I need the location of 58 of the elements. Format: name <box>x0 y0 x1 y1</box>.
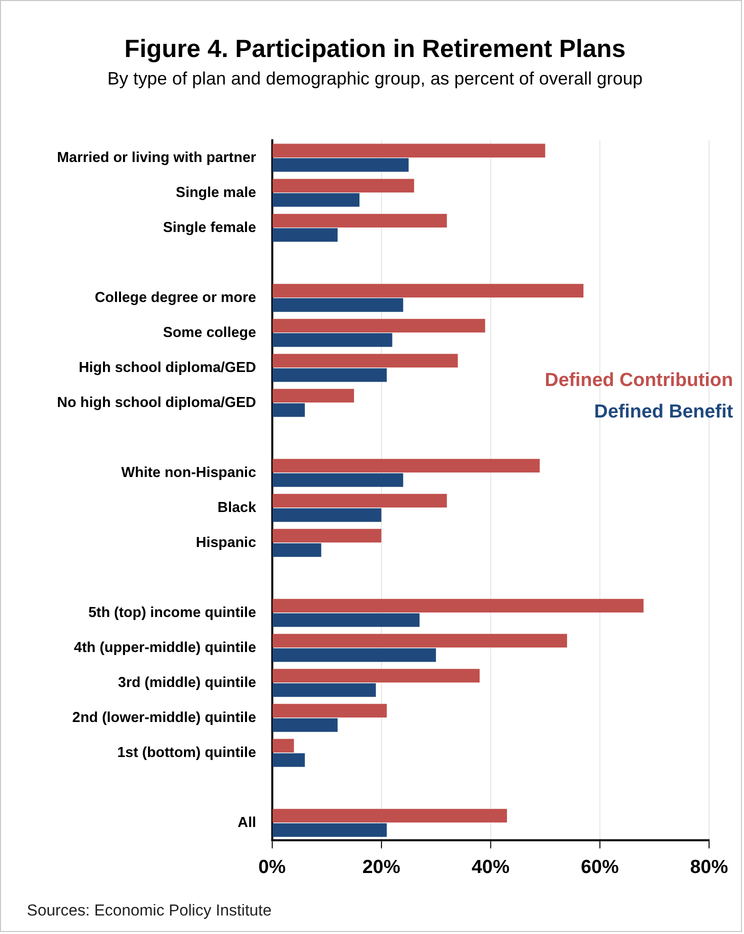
bar <box>272 144 546 158</box>
bar <box>272 704 387 718</box>
bar <box>272 494 447 508</box>
y-tick-label: Black <box>218 500 258 516</box>
text: Defined Benefit <box>594 402 734 423</box>
x-tick-label: 40% <box>472 856 510 878</box>
chart-subtitle: By type of plan and demographic group, as percent of overall group <box>107 68 643 89</box>
bar <box>272 508 382 522</box>
y-tick-label: All <box>238 814 256 831</box>
y-tick-label: 1st (bottom) quintile <box>117 744 256 761</box>
bar <box>272 368 387 382</box>
bar <box>272 648 436 662</box>
bar <box>272 333 392 347</box>
text: Defined Contribution <box>544 370 734 391</box>
bar <box>272 528 382 542</box>
bar <box>272 298 404 312</box>
bar <box>272 214 447 228</box>
bar <box>272 158 409 172</box>
bar <box>272 458 540 472</box>
bar <box>272 718 338 732</box>
bar <box>272 823 387 837</box>
bar <box>272 193 360 207</box>
y-tick-label: 2nd (lower-middle) quintile <box>72 710 256 726</box>
bar <box>272 738 294 753</box>
bar <box>272 683 376 697</box>
bar <box>272 634 568 648</box>
bar <box>272 598 644 613</box>
bar <box>272 284 584 298</box>
bar <box>272 753 305 767</box>
bar <box>272 473 404 487</box>
y-tick-label: Some college <box>162 324 256 341</box>
bar <box>272 354 458 368</box>
y-tick-label: 4th (upper-middle) quintile <box>74 640 256 656</box>
bar <box>272 613 420 627</box>
chart-title: Figure 4. Participation in Retirement Plans <box>124 34 626 63</box>
bar <box>272 388 354 402</box>
y-tick-label: Single male <box>176 184 256 201</box>
y-tick-label: 3rd (middle) quintile <box>118 674 256 691</box>
y-tick-label: No high school diploma/GED <box>57 394 256 411</box>
bar <box>272 318 486 332</box>
bar <box>272 668 480 683</box>
x-tick-label: 20% <box>362 856 400 878</box>
bar <box>272 178 414 192</box>
bar <box>272 228 338 242</box>
x-tick-label: 60% <box>580 856 619 878</box>
y-tick-label: High school diploma/GED <box>78 360 256 376</box>
bar <box>272 808 507 823</box>
y-tick-label: Married or living with partner <box>57 150 256 166</box>
y-tick-label: Hispanic <box>196 534 256 551</box>
y-tick-label: College degree or more <box>94 290 256 306</box>
bar <box>272 403 305 417</box>
y-tick-label: 5th (top) income quintile <box>88 604 256 621</box>
y-tick-label: White non-Hispanic <box>121 464 256 481</box>
x-tick-label: 80% <box>690 856 728 878</box>
bar <box>272 543 322 557</box>
x-tick-label: 0% <box>258 856 286 878</box>
source-note: Sources: Economic Policy Institute <box>26 902 272 920</box>
y-tick-label: Single female <box>162 220 256 236</box>
